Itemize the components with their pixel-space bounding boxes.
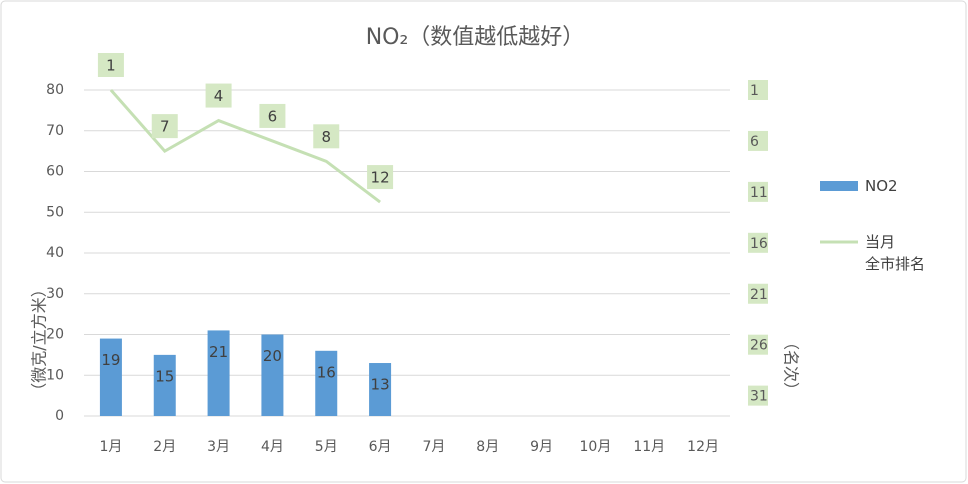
x-tick-label: 6月	[369, 439, 392, 455]
y-tick-label: 70	[46, 123, 64, 139]
line-value-label: 7	[160, 118, 170, 136]
line-label-box	[151, 114, 178, 139]
line-label-box	[313, 124, 340, 149]
y2-tick-label: 1	[750, 83, 759, 99]
x-tick-label: 9月	[530, 439, 553, 455]
chart-title: NO₂（数值越低越好）	[366, 25, 585, 50]
y-axis-label: （微克/立方米）	[30, 281, 49, 398]
bar	[153, 354, 176, 416]
x-tick-label: 10月	[580, 439, 612, 455]
y-tick-label: 40	[46, 245, 64, 261]
line-value-label: 12	[371, 169, 390, 187]
y2-tick-mark	[748, 80, 768, 100]
y2-axis-label: （名次）	[782, 334, 801, 398]
bar-value-label: 16	[317, 363, 336, 381]
y2-tick-mark	[748, 181, 768, 202]
bar	[315, 350, 338, 416]
y2-tick-label: 11	[750, 185, 768, 201]
y2-tick-label: 31	[750, 389, 768, 405]
y-tick-label: 10	[46, 367, 64, 383]
bar	[261, 334, 284, 416]
y2-tick-mark	[748, 232, 768, 253]
bar-value-label: 21	[209, 343, 228, 361]
line-label-box	[205, 83, 232, 108]
legend-swatch	[820, 181, 858, 191]
line	[109, 89, 381, 204]
y2-tick-label: 26	[750, 338, 768, 354]
line-label-box	[259, 103, 286, 128]
line-label-box	[97, 53, 124, 77]
x-tick-label: 8月	[476, 439, 499, 455]
y-tick-label: 50	[46, 204, 64, 220]
x-tick-label: 11月	[633, 439, 665, 455]
y2-tick-mark	[748, 334, 768, 355]
bar-value-label: 13	[371, 376, 390, 394]
y2-tick-mark	[748, 385, 768, 406]
bar	[369, 363, 392, 416]
y2-tick-label: 21	[750, 287, 768, 303]
y2-tick-label: 16	[750, 236, 768, 252]
bar-value-label: 15	[155, 367, 174, 385]
bar	[99, 338, 122, 416]
y2-tick-mark	[748, 283, 768, 304]
line-value-label: 1	[106, 57, 116, 75]
x-tick-label: 7月	[422, 439, 445, 455]
bar-value-label: 19	[101, 351, 120, 369]
x-tick-label: 12月	[687, 439, 719, 455]
bar-value-label: 20	[263, 347, 282, 365]
line-value-label: 8	[321, 128, 331, 146]
y-tick-label: 0	[55, 408, 64, 424]
legend-label: 当月 全市排名	[865, 233, 926, 273]
x-tick-label: 4月	[261, 439, 284, 455]
legend-label: NO2	[865, 177, 898, 195]
y2-tick-mark	[748, 130, 768, 151]
line-label-box	[367, 165, 394, 190]
x-tick-label: 3月	[207, 439, 230, 455]
x-tick-label: 5月	[315, 439, 338, 455]
bar	[207, 330, 230, 416]
y-tick-label: 30	[46, 286, 64, 302]
y2-tick-label: 6	[750, 134, 759, 150]
y-tick-label: 60	[46, 164, 64, 180]
line-value-label: 4	[214, 87, 224, 105]
y-tick-label: 80	[46, 82, 64, 98]
line-value-label: 6	[268, 107, 278, 125]
y-tick-label: 20	[46, 327, 64, 343]
x-tick-label: 1月	[99, 439, 122, 455]
x-tick-label: 2月	[153, 439, 176, 455]
